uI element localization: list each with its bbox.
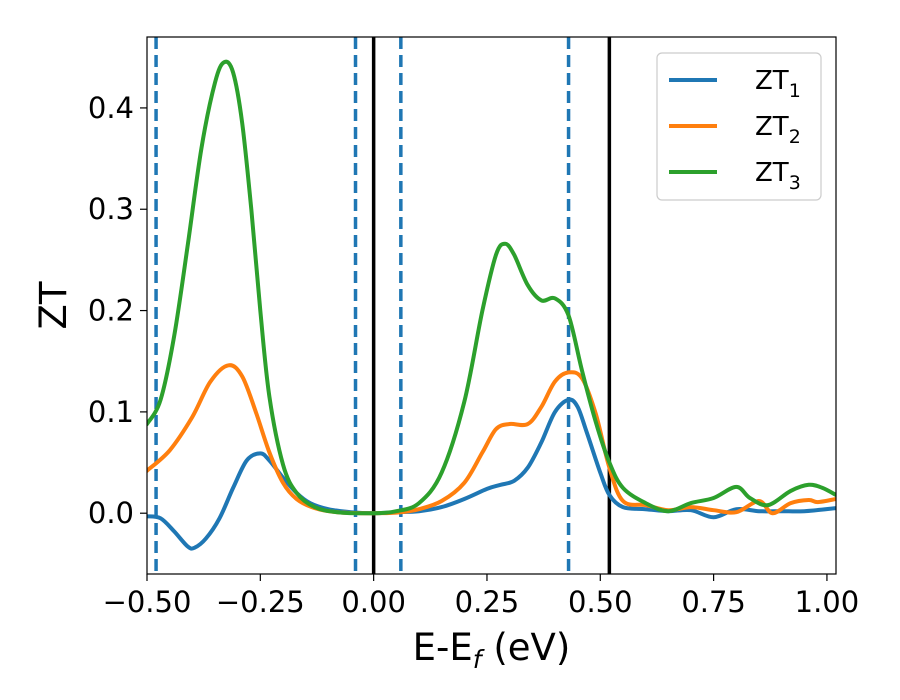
legend: ZT1 ZT2 ZT3 [656,52,822,201]
x-axis: −0.50 −0.25 0.00 0.25 0.50 0.75 1.00 [103,574,860,619]
y-tick-label: 0.2 [88,294,134,328]
y-tick-label: 0.1 [88,395,134,429]
y-tick-label: 0.0 [88,496,134,530]
x-tick-label: 0.00 [341,585,406,619]
y-tick-label: 0.4 [88,91,134,125]
legend-label-zt2: ZT2 [755,112,801,148]
x-tick-label: −0.50 [103,585,192,619]
x-axis-title: E-Ef (eV) [413,626,571,674]
series-line-zt3 [147,59,836,516]
x-tick-label: 0.25 [455,585,520,619]
y-axis-title: ZT [32,281,75,329]
y-tick-label: 0.3 [88,192,134,226]
legend-label-zt1: ZT1 [755,66,801,102]
series-line-zt2 [147,363,836,516]
x-tick-label: 0.50 [568,585,633,619]
x-tick-label: 1.00 [795,585,860,619]
plot-frame [146,36,837,575]
x-tick-label: −0.25 [216,585,305,619]
series-line-zt1 [147,397,836,551]
y-axis: 0.0 0.1 0.2 0.3 0.4 [88,91,147,530]
x-axis-title-main: E-E [413,626,473,669]
legend-label-zt3: ZT3 [755,158,801,194]
plot-content [147,37,836,574]
x-tick-label: 0.75 [681,585,746,619]
x-axis-title-unit: (eV) [482,626,571,669]
legend-box [656,52,822,201]
